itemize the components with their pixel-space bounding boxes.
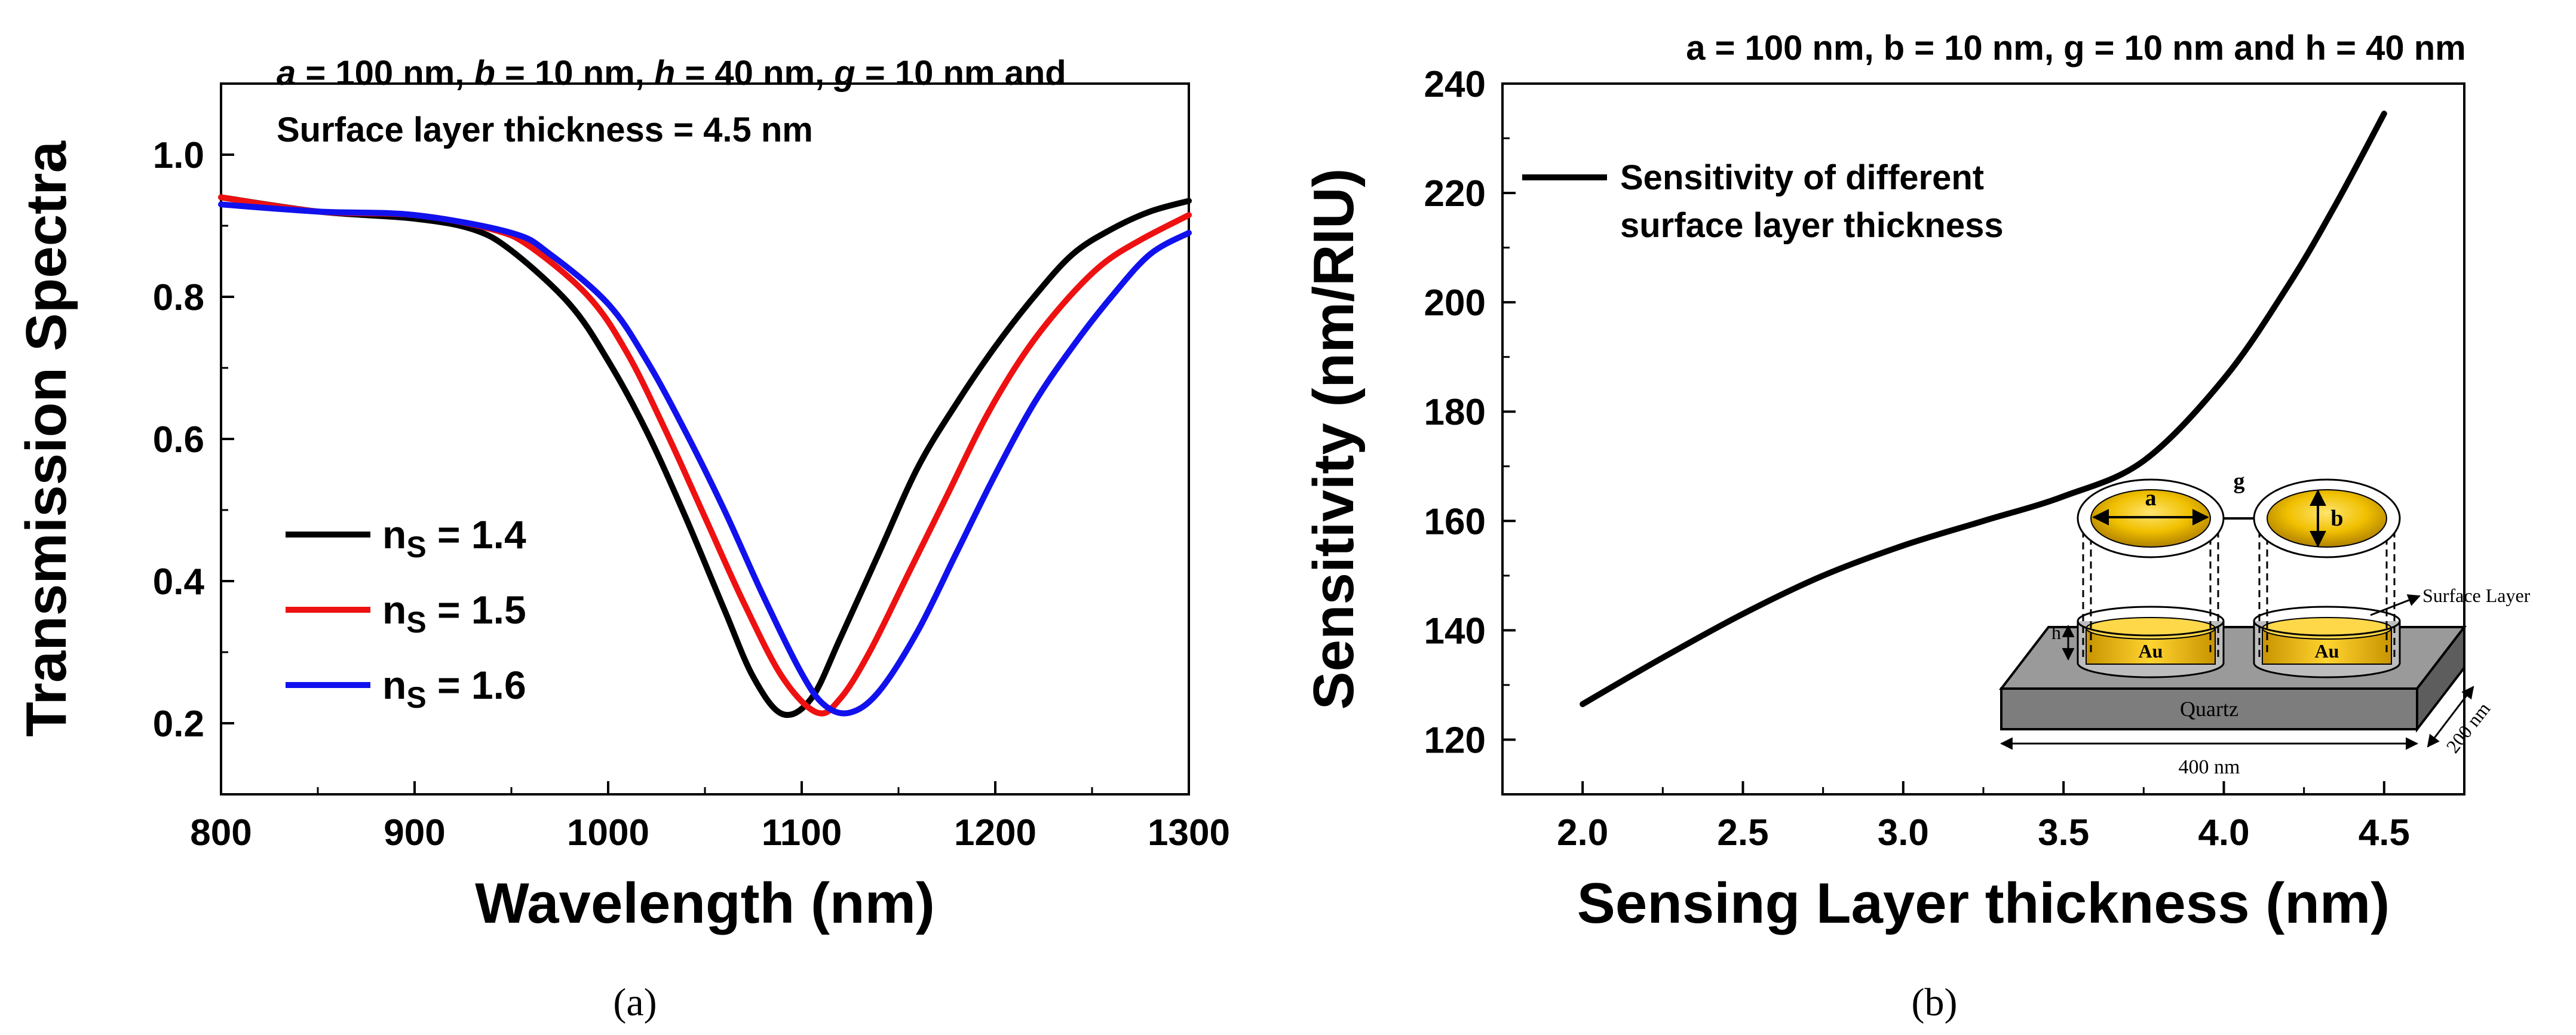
legend-label-ns-1-6: nS = 1.6 [382,663,526,714]
panel-b-x-tick-label-2-5: 2.5 [1717,812,1768,853]
panel-b-x-tick-label-2-0: 2.0 [1557,812,1608,853]
panel-a-annotation-line1: a = 100 nm, b = 10 nm, h = 40 nm, g = 10… [277,54,1066,93]
b-label: b [2330,506,2343,531]
annotation-part-6: g [833,54,855,93]
panel-b-legend: Sensitivity of different surface layer t… [1522,158,2004,245]
panel-a-y-tick-label-0-6: 0.6 [153,419,204,460]
panel-a-x-tick-label-900: 900 [384,812,445,853]
panel-b-x-ticks: 2.0 2.5 3.0 3.5 4.0 4.5 [1557,781,2410,853]
panel-b-y-tick-label-240: 240 [1424,64,1486,105]
right-au-pillar: Au [2253,606,2401,678]
projection-lines [2082,518,2396,657]
surface-layer-label: Surface Layer [2422,585,2531,606]
annotation-part-1: = 100 nm, [296,54,474,93]
left-au-label: Au [2139,640,2163,662]
panel-b-y-tick-label-140: 140 [1424,610,1486,652]
panel-a-x-ticks: 800 900 1000 1100 1200 1300 [190,781,1230,853]
panel-b-y-tick-label-220: 220 [1424,173,1486,214]
panel-a-series-line-n-s-1-5 [218,194,1192,717]
panel-a-y-axis-label: Transmission Spectra [14,141,78,737]
panel-a-x-axis-label: Wavelength (nm) [475,871,935,935]
panel-a-annotation-line2: Surface layer thickness = 4.5 nm [277,110,813,149]
width-dimension-arrow [2427,686,2474,748]
panel-b-title: a = 100 nm, b = 10 nm, g = 10 nm and h =… [1686,29,2466,67]
panel-a-series-line-n-s-1-6 [218,201,1192,717]
width-dimension-label: 200 nm [2442,698,2494,757]
panel-b-series [1580,110,2387,707]
panel-a-series [218,194,1192,718]
g-label: g [2234,469,2245,494]
panel-b-y-tick-label-200: 200 [1424,282,1486,324]
panel-b-series-line-sensitivity-of-different-surface-layer-thickness [1580,110,2387,707]
panel-a-x-tick-label-1100: 1100 [762,812,842,853]
left-au-pillar: Au h [2051,606,2225,678]
panel-a-x-tick-label-1300: 1300 [1148,812,1230,853]
panel-a-y-tick-label-0-2: 0.2 [153,704,204,745]
panel-b-y-tick-label-180: 180 [1424,392,1486,433]
annotation-part-7: = 10 nm and [855,54,1066,93]
panel-a-y-tick-label-0-4: 0.4 [153,561,205,603]
panel-a-legend: nS = 1.4 nS = 1.5 nS = 1.6 [286,512,526,714]
legend-item-ns-1-4: nS = 1.4 [286,512,526,564]
panel-a-y-tick-label-1-0: 1.0 [153,135,204,176]
quartz-front-face [2000,687,2418,730]
panel-a-y-ticks: 0.2 0.4 0.6 0.8 1.0 [153,135,234,745]
panel-b-x-tick-label-4-5: 4.5 [2359,812,2410,853]
panel-b-x-tick-label-3-0: 3.0 [1878,812,1929,853]
panel-a-x-tick-label-1000: 1000 [567,812,649,853]
legend-label-ns-1-5: nS = 1.5 [382,588,526,639]
panel-a-transmission-chart: 800 900 1000 1100 1200 1300 0.2 0.4 0.6 0.8 1.0 a… [14,54,1230,1024]
h-label: h [2051,622,2061,643]
a-label: a [2145,486,2157,511]
length-dimension-label: 400 nm [2179,756,2240,778]
right-top-view-au [2267,489,2387,548]
right-surface-layer-top [2253,606,2401,637]
panel-b-sensitivity-chart: a = 100 nm, b = 10 nm, g = 10 nm and h =… [1302,29,2531,1024]
panel-b-x-tick-label-4-0: 4.0 [2198,812,2249,853]
legend-item-ns-1-6: nS = 1.6 [286,663,526,714]
annotation-part-4: h [654,54,675,93]
right-au-label: Au [2315,640,2339,662]
panel-b-y-ticks: 120 140 160 180 200 220 240 [1424,64,1516,761]
panel-a-caption: (a) [613,981,657,1024]
legend-label-sensitivity-line2: surface layer thickness [1620,206,2004,245]
panel-a-x-tick-label-800: 800 [190,812,252,853]
panel-b-y-axis-label: Sensitivity (nm/RIU) [1302,168,1366,710]
panel-b-x-axis-label: Sensing Layer thickness (nm) [1577,871,2390,935]
panel-b-x-tick-label-3-5: 3.5 [2038,812,2089,853]
annotation-part-0: a [277,54,296,93]
legend-label-sensitivity-line1: Sensitivity of different [1620,158,1984,197]
panel-b-caption: (b) [1912,981,1958,1024]
panel-a-y-tick-label-0-8: 0.8 [153,277,204,318]
panel-a-x-tick-label-1200: 1200 [954,812,1036,853]
annotation-part-3: = 10 nm, [495,54,654,93]
legend-label-ns-1-4: nS = 1.4 [382,512,526,564]
inset-structure-diagram: Quartz 400 nm 200 nm Au h [1998,469,2531,778]
annotation-part-2: b [474,54,495,93]
panel-a-series-line-n-s-1-4 [218,194,1192,718]
annotation-part-5: = 40 nm, [675,54,834,93]
legend-item-ns-1-5: nS = 1.5 [286,588,526,639]
panel-b-y-tick-label-120: 120 [1424,720,1486,761]
quartz-label: Quartz [2180,697,2238,721]
left-surface-layer-top [2077,606,2225,637]
panel-b-y-tick-label-160: 160 [1424,501,1486,542]
